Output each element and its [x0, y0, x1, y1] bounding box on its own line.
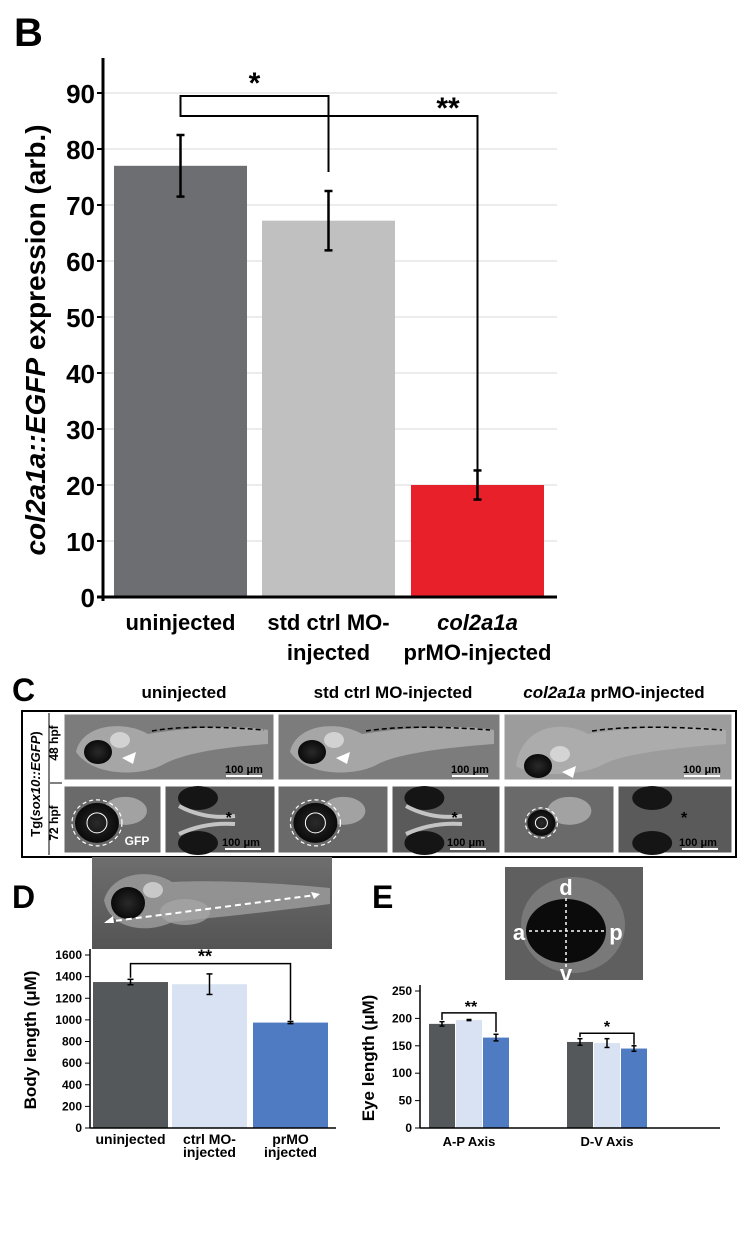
sig-label-d: ** — [198, 947, 212, 967]
x-tick-label-b-2-line2: prMO-injected — [404, 640, 552, 665]
bar-d-0 — [93, 982, 168, 1128]
x-tick-label-e-0: A-P Axis — [443, 1134, 496, 1149]
bar-e-s0-g0 — [429, 1023, 455, 1128]
x-tick-label-d-1-line2: injected — [183, 1144, 236, 1160]
x-tick-label-d-2: prMO — [272, 1131, 309, 1147]
panel-b-letter: B — [14, 11, 43, 55]
col-header-col2a1a: col2a1a prMO-injected — [523, 683, 704, 702]
x-tick-label-b-2: col2a1a — [437, 610, 518, 635]
panel-d-larva-image — [92, 857, 332, 949]
panel-c-frame — [21, 710, 737, 858]
sig-bracket-e-1 — [441, 1012, 497, 1033]
y-tick-label-b: 50 — [66, 303, 95, 333]
panel-e-letter: E — [372, 879, 393, 915]
y-tick-label-b: 40 — [66, 359, 95, 389]
x-tick-label-e-1: D-V Axis — [581, 1134, 634, 1149]
scale-bar-label: 100 μm — [225, 764, 263, 776]
y-tick-label-b: 0 — [81, 583, 95, 613]
arrowhead — [122, 752, 136, 764]
y-tick-label-d: 400 — [62, 1078, 82, 1092]
scale-bar-label: 100 μm — [679, 837, 717, 849]
asterisk-label: * — [226, 810, 233, 827]
eye-label-d: d — [559, 875, 572, 900]
sig-label-b-2: ** — [436, 92, 460, 125]
bar-e-s1-g0 — [456, 1020, 482, 1128]
asterisk-label: * — [681, 810, 688, 827]
x-tick-label-d-1: ctrl MO- — [183, 1131, 236, 1147]
panel-e-eye-image: d a p v — [505, 867, 643, 986]
y-tick-label-d: 200 — [62, 1099, 82, 1113]
y-tick-label-b: 30 — [66, 415, 95, 445]
gfp-label: GFP — [125, 834, 150, 848]
bar-e-s2-g0 — [483, 1037, 509, 1128]
row-label-tg: Tg(sox10::EGFP) — [28, 731, 43, 836]
x-tick-label-b-0: uninjected — [125, 610, 235, 635]
panel-d-letter: D — [12, 879, 35, 915]
y-tick-label-d: 1400 — [55, 970, 82, 984]
y-tick-label-d: 800 — [62, 1035, 82, 1049]
y-axis-label-b: col2a1a::EGFP expression (arb.) — [20, 124, 51, 555]
y-tick-label-b: 90 — [66, 79, 95, 109]
y-tick-label-e: 200 — [392, 1011, 412, 1025]
bar-d-2 — [253, 1022, 328, 1128]
sig-bracket-b-1 — [179, 95, 330, 172]
y-axis-label-e: Eye length (μM) — [359, 995, 378, 1122]
x-tick-label-d-0: uninjected — [95, 1131, 165, 1147]
bar-b-0 — [114, 165, 247, 598]
sig-bracket-d — [129, 962, 292, 1021]
y-tick-label-b: 10 — [66, 527, 95, 557]
bar-b-2 — [411, 485, 544, 597]
arrowhead — [336, 752, 350, 764]
y-tick-label-b: 70 — [66, 191, 95, 221]
asterisk-label: * — [452, 810, 459, 827]
col-header-std-ctrl: std ctrl MO-injected — [314, 683, 473, 702]
sig-bracket-b-2 — [179, 106, 479, 470]
y-tick-label-d: 1200 — [55, 991, 82, 1005]
col-header-uninjected: uninjected — [141, 683, 226, 702]
eye-label-p: p — [609, 920, 622, 945]
y-tick-label-b: 20 — [66, 471, 95, 501]
y-tick-label-d: 1600 — [55, 948, 82, 962]
y-tick-label-b: 80 — [66, 135, 95, 165]
y-tick-label-d: 1000 — [55, 1013, 82, 1027]
y-tick-label-e: 0 — [405, 1121, 412, 1135]
arrowhead — [562, 766, 576, 778]
y-tick-label-d: 0 — [75, 1121, 82, 1135]
sig-label-e-2: * — [604, 1019, 611, 1036]
scale-bar-label: 100 μm — [447, 837, 485, 849]
y-tick-label-e: 100 — [392, 1066, 412, 1080]
x-tick-label-d-2-line2: injected — [264, 1144, 317, 1160]
bar-e-s0-g1 — [567, 1041, 593, 1128]
sig-label-e-1: ** — [465, 999, 478, 1016]
chart-d: 0 200 400 600 800 1000 1200 1400 1600 ** Body leng… — [21, 947, 336, 1160]
sig-label-b-1: * — [249, 67, 261, 100]
bar-d-1 — [172, 984, 247, 1128]
scale-bar-label: 100 μm — [683, 764, 721, 776]
panel-c-letter: C — [12, 672, 35, 708]
eye-label-v: v — [560, 961, 573, 986]
row-label-48hpf: 48 hpf — [47, 724, 61, 760]
scale-bar-label: 100 μm — [451, 764, 489, 776]
x-tick-label-b-1: std ctrl MO- — [267, 610, 389, 635]
bar-e-s1-g1 — [594, 1043, 620, 1128]
y-axis-label-d: Body length (μM) — [21, 971, 40, 1110]
y-tick-label-e: 250 — [392, 984, 412, 998]
y-tick-label-e: 50 — [399, 1094, 413, 1108]
row-label-72hpf: 72 hpf — [47, 804, 61, 840]
eye-label-a: a — [513, 920, 526, 945]
bar-b-1 — [262, 220, 395, 597]
scale-bar-label: 100 μm — [222, 837, 260, 849]
x-tick-label-b-1-line2: injected — [287, 640, 370, 665]
y-tick-label-d: 600 — [62, 1056, 82, 1070]
panel-c-images: uninjected std ctrl MO-injected col2a1a … — [21, 683, 737, 858]
bar-e-s2-g1 — [621, 1048, 647, 1128]
sig-bracket-e-2 — [579, 1032, 635, 1045]
y-tick-label-e: 150 — [392, 1039, 412, 1053]
y-tick-label-b: 60 — [66, 247, 95, 277]
